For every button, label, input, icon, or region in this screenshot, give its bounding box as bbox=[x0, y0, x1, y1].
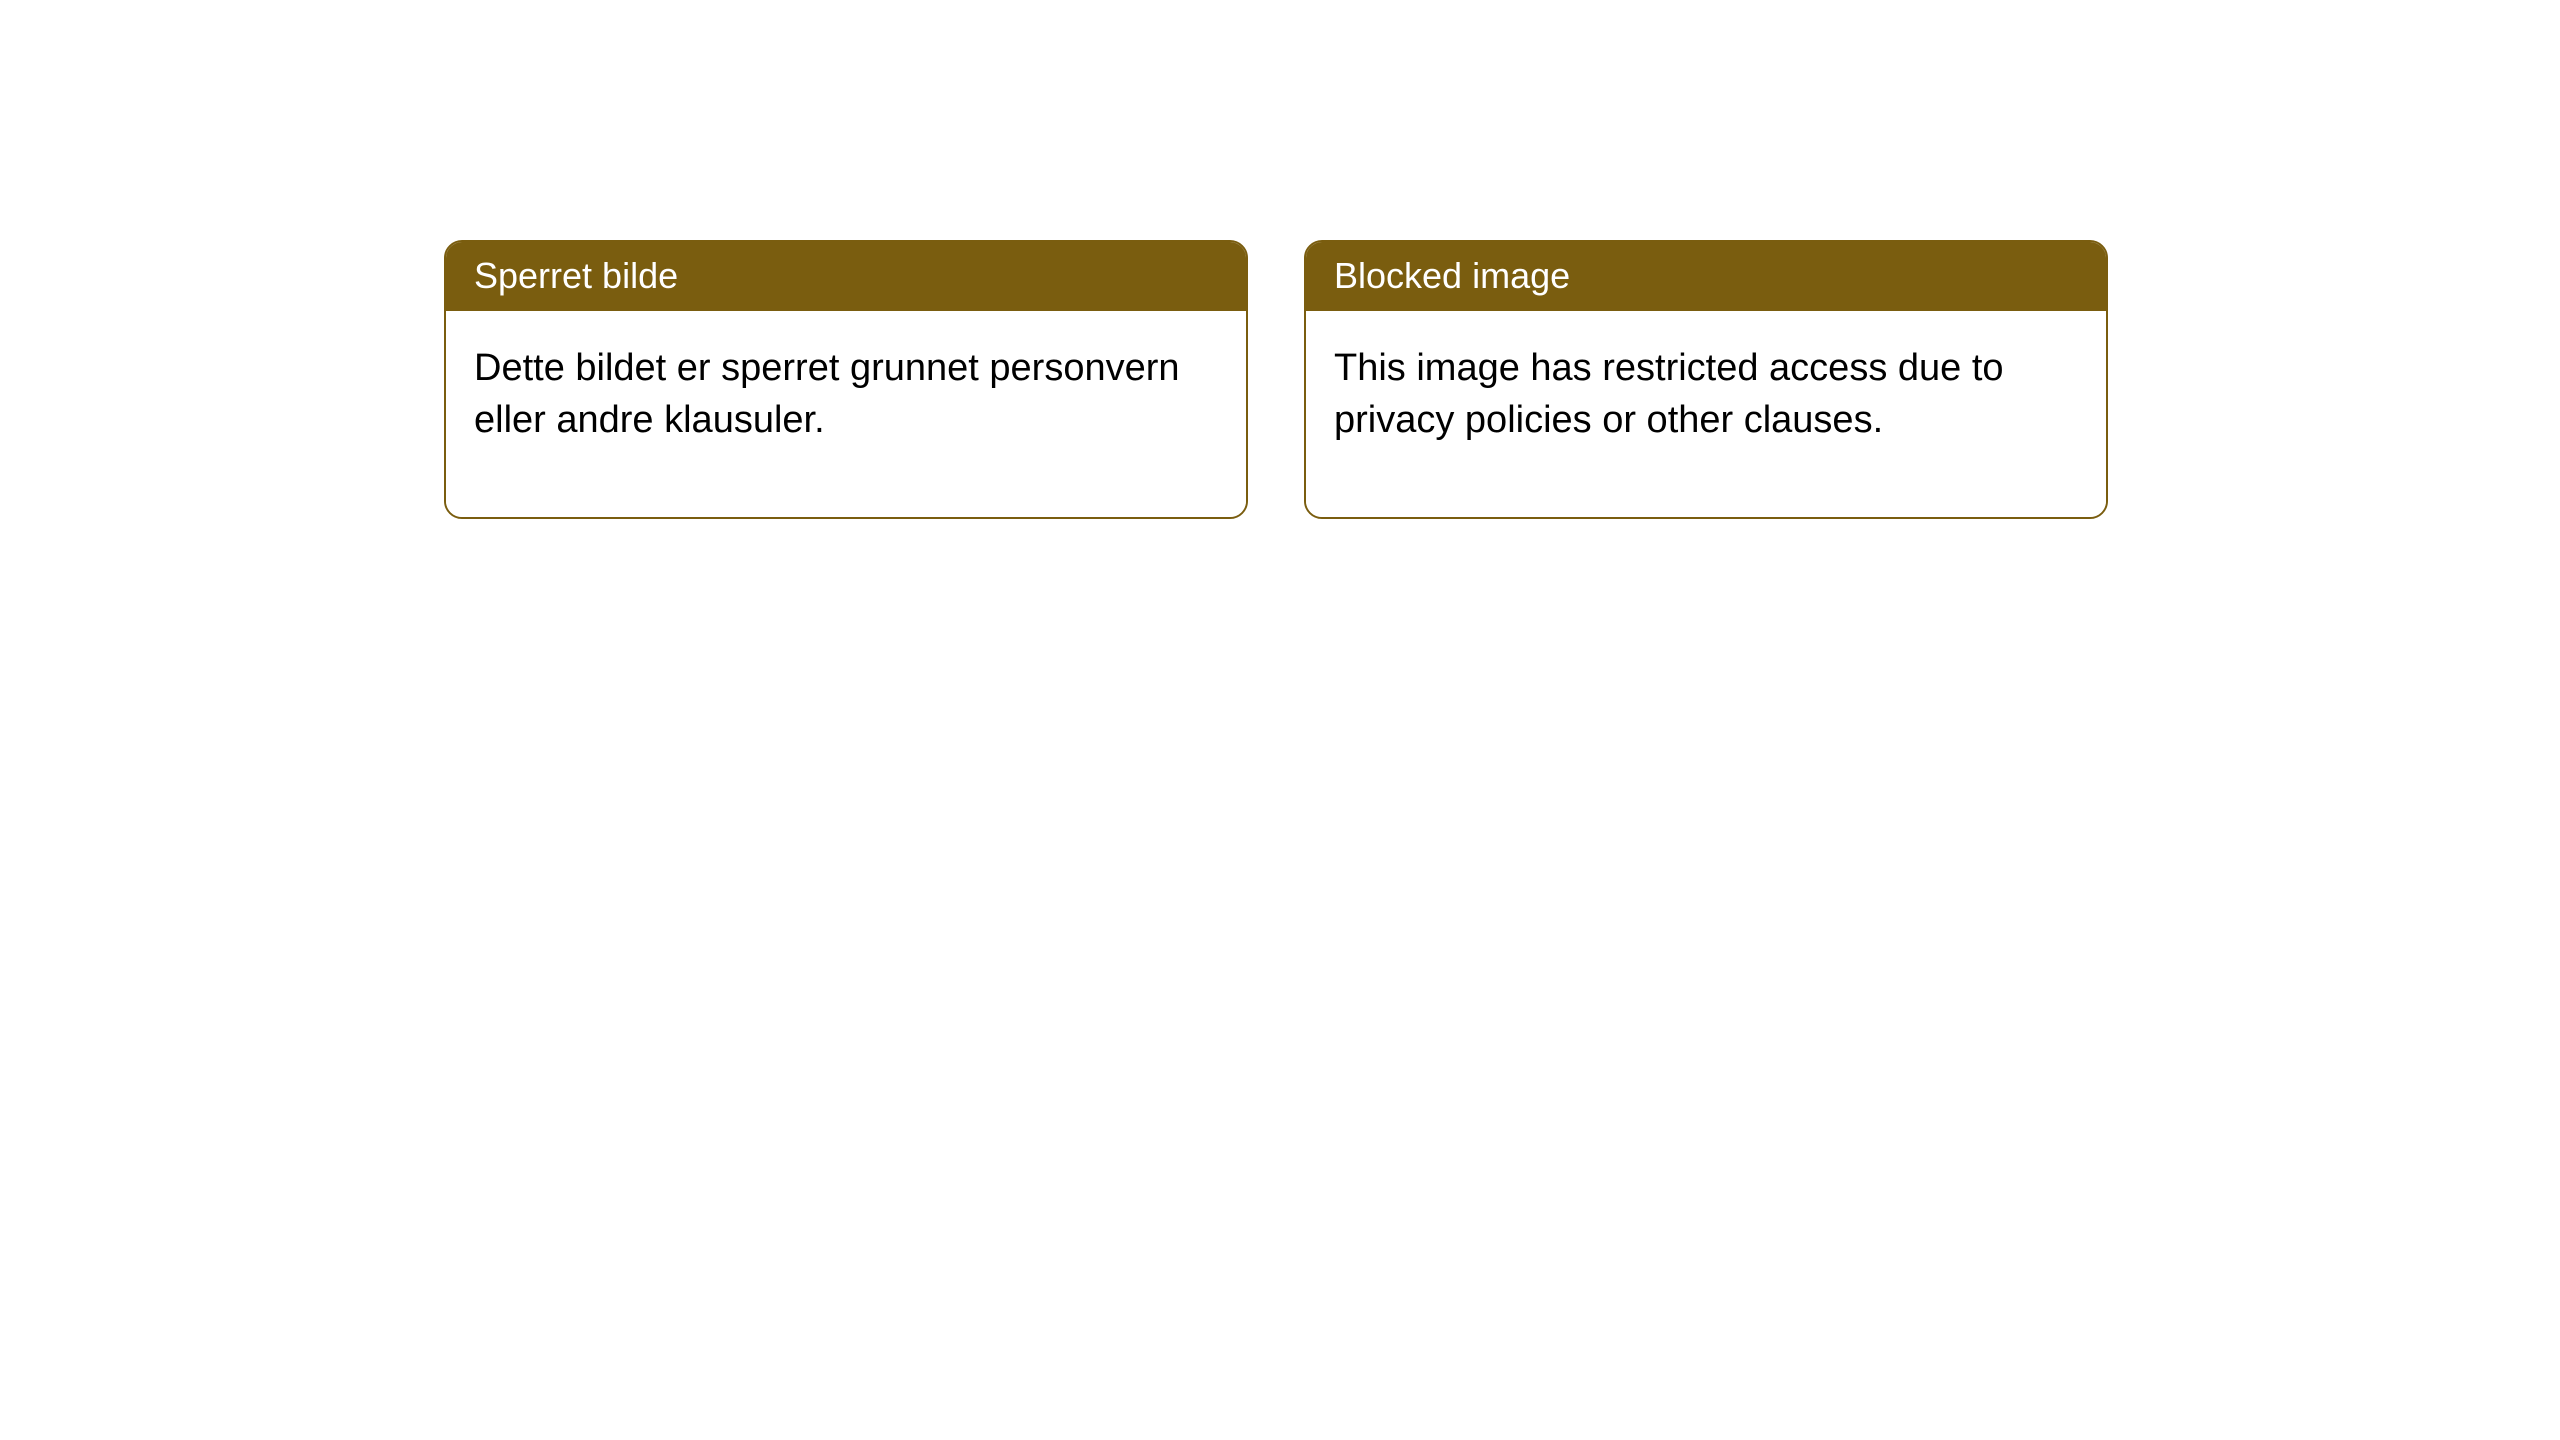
notice-box-norwegian: Sperret bilde Dette bildet er sperret gr… bbox=[444, 240, 1248, 519]
notice-title-english: Blocked image bbox=[1306, 242, 2106, 311]
notice-body-norwegian: Dette bildet er sperret grunnet personve… bbox=[446, 311, 1246, 516]
notice-container: Sperret bilde Dette bildet er sperret gr… bbox=[444, 240, 2108, 519]
notice-box-english: Blocked image This image has restricted … bbox=[1304, 240, 2108, 519]
notice-body-english: This image has restricted access due to … bbox=[1306, 311, 2106, 516]
notice-title-norwegian: Sperret bilde bbox=[446, 242, 1246, 311]
